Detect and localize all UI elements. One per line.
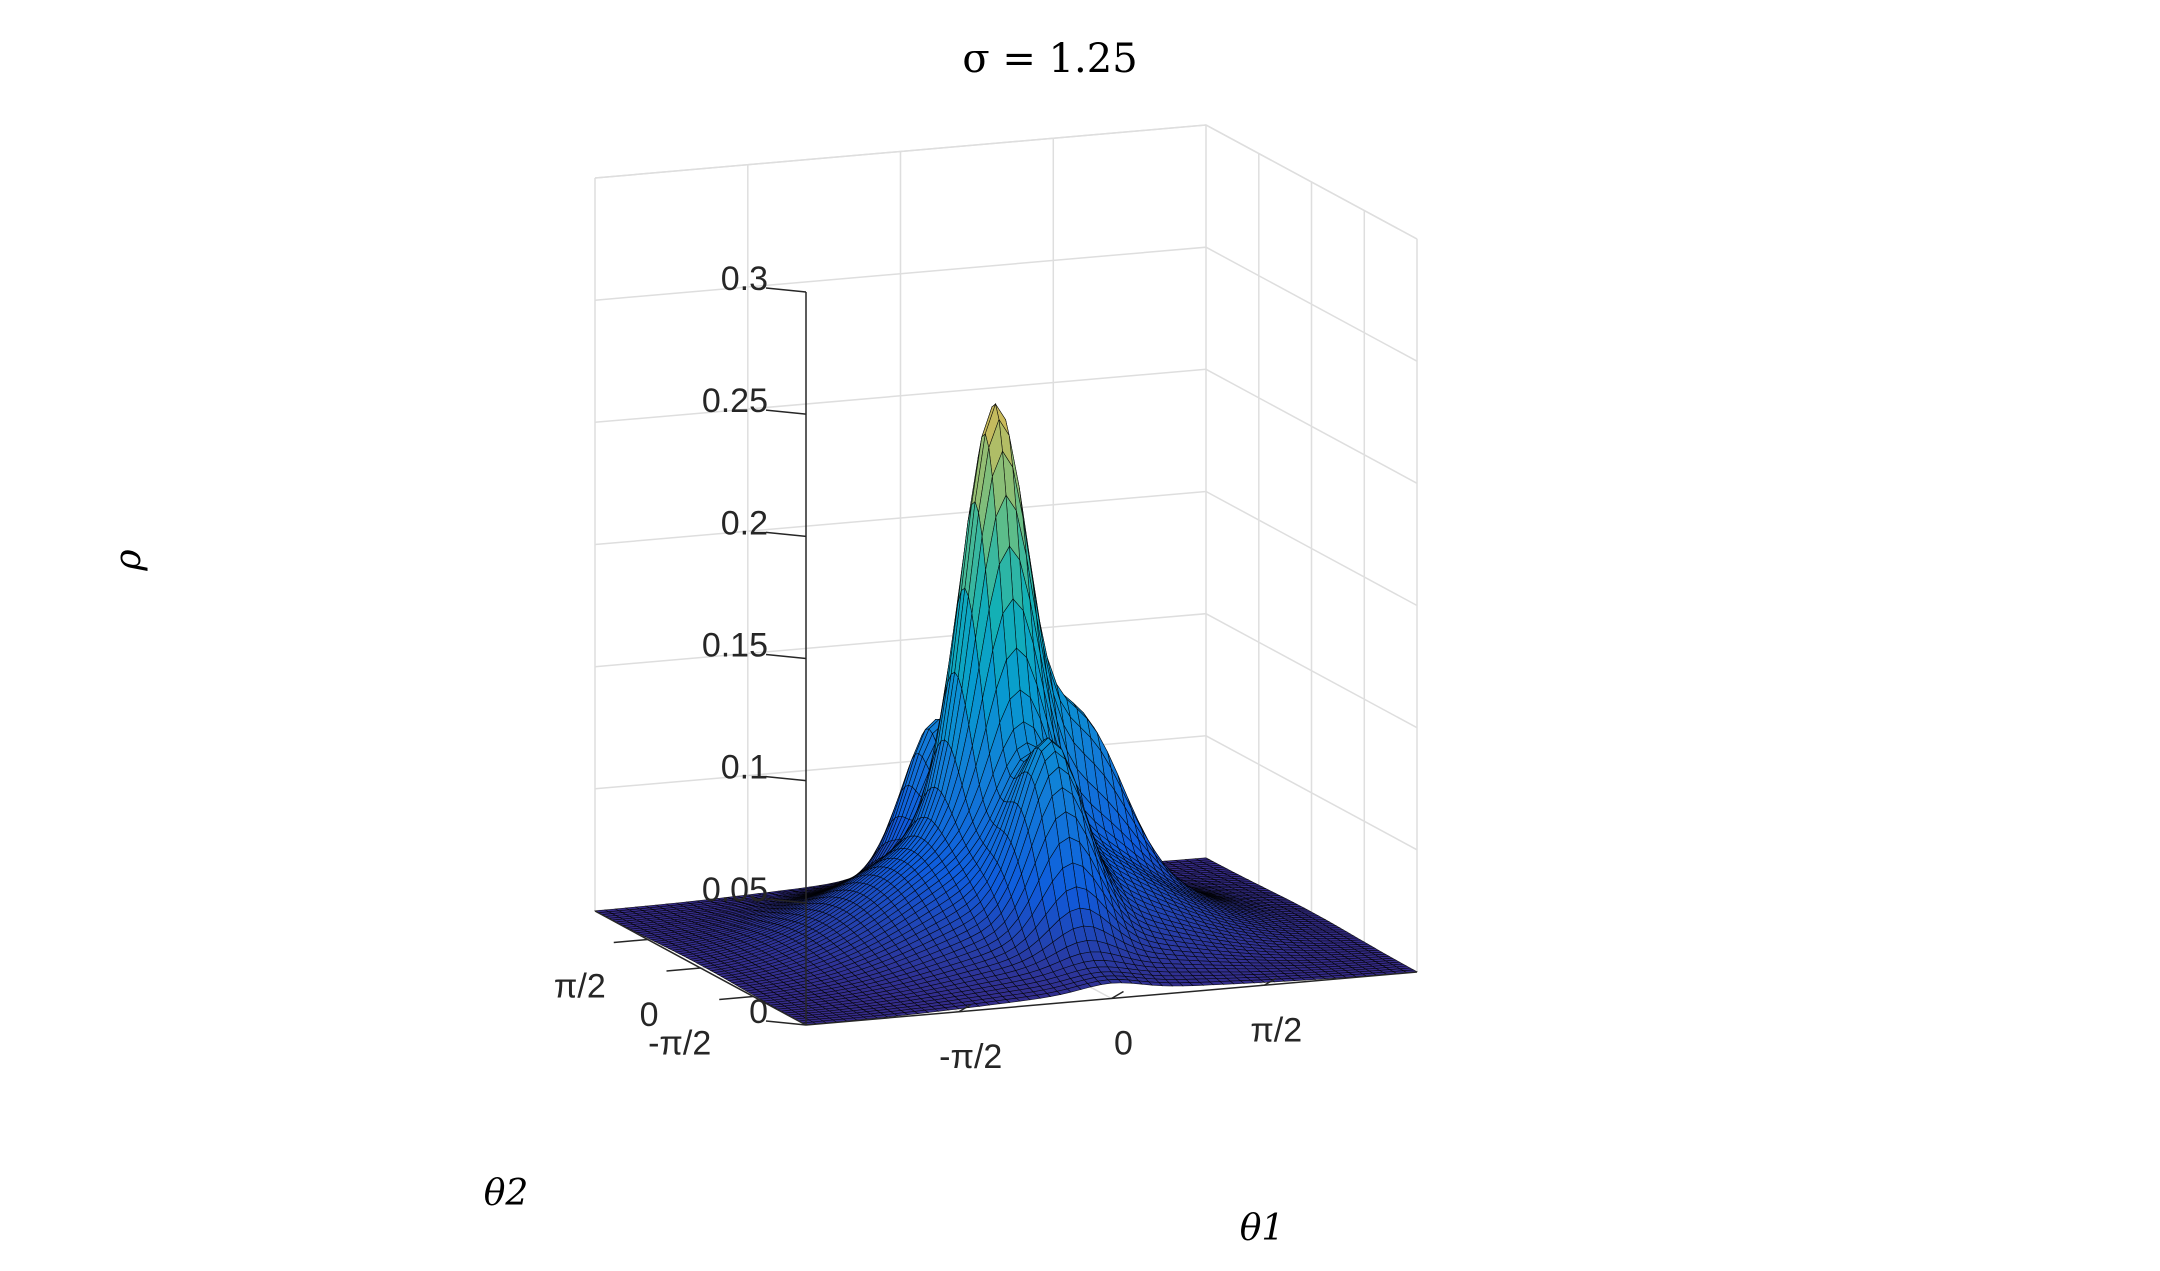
z-tick-2 bbox=[765, 775, 807, 782]
y-tick-1 bbox=[666, 967, 701, 972]
z-tick-label: 0.05 bbox=[702, 871, 768, 909]
y-tick-label: 0 bbox=[640, 996, 659, 1034]
z-tick-label: 0.25 bbox=[702, 382, 768, 420]
z-tick-3 bbox=[765, 653, 807, 660]
back-box-edge-4 bbox=[1205, 124, 1418, 240]
y-axis-label: θ2 bbox=[484, 1173, 529, 1214]
z-tick-label: 0.15 bbox=[702, 627, 768, 665]
x-tick-label: 0 bbox=[1114, 1025, 1133, 1063]
z-tick-label: 0.2 bbox=[721, 504, 768, 542]
chart-title: σ = 1.25 bbox=[962, 36, 1137, 82]
x-axis-label: θ1 bbox=[1240, 1208, 1285, 1249]
z-tick-label: 0 bbox=[749, 993, 768, 1031]
back-box-edge-3 bbox=[594, 124, 1207, 179]
z-tick-label: 0.1 bbox=[721, 749, 768, 787]
z-gridline-5 bbox=[594, 246, 1418, 362]
x-tick-label: -π/2 bbox=[939, 1038, 1002, 1076]
z-tick-5 bbox=[765, 409, 807, 415]
y-tick-2 bbox=[613, 938, 648, 944]
z-tick-4 bbox=[765, 531, 807, 538]
y-tick-label: π/2 bbox=[554, 968, 606, 1006]
z-axis-label: ρ bbox=[108, 549, 149, 571]
surface-mesh bbox=[593, 402, 1419, 1026]
axis-labels: σ = 1.25 θ1 θ2 ρ bbox=[108, 36, 1284, 1249]
z-tick-label: 0.3 bbox=[721, 260, 768, 298]
x-tick-label: π/2 bbox=[1250, 1011, 1302, 1049]
z-tick-6 bbox=[765, 287, 807, 293]
